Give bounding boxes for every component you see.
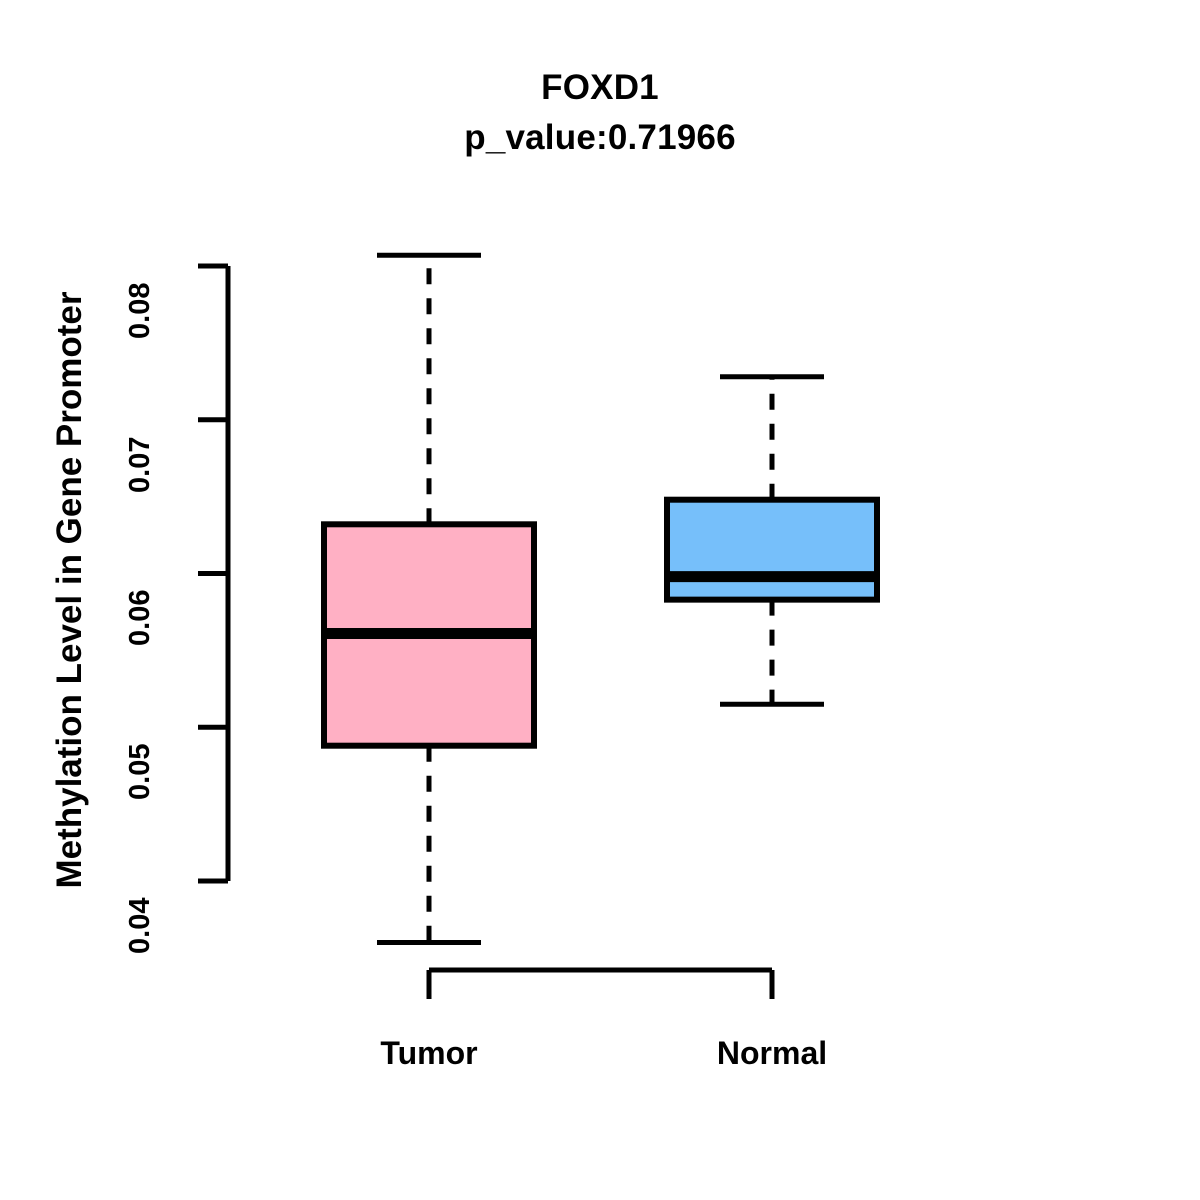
y-axis — [198, 263, 231, 884]
x-tick-label-tumor: Tumor — [380, 1035, 478, 1071]
boxplot-tumor — [321, 252, 537, 945]
chart-subtitle-pvalue: p_value:0.71966 — [464, 118, 736, 157]
box-layer — [321, 252, 880, 945]
x-axis-bracket — [426, 967, 775, 999]
boxplot-normal — [664, 374, 880, 707]
box-normal — [664, 496, 880, 603]
x-tick-label-normal: Normal — [716, 1035, 828, 1071]
chart-title: FOXD1 — [541, 68, 659, 107]
